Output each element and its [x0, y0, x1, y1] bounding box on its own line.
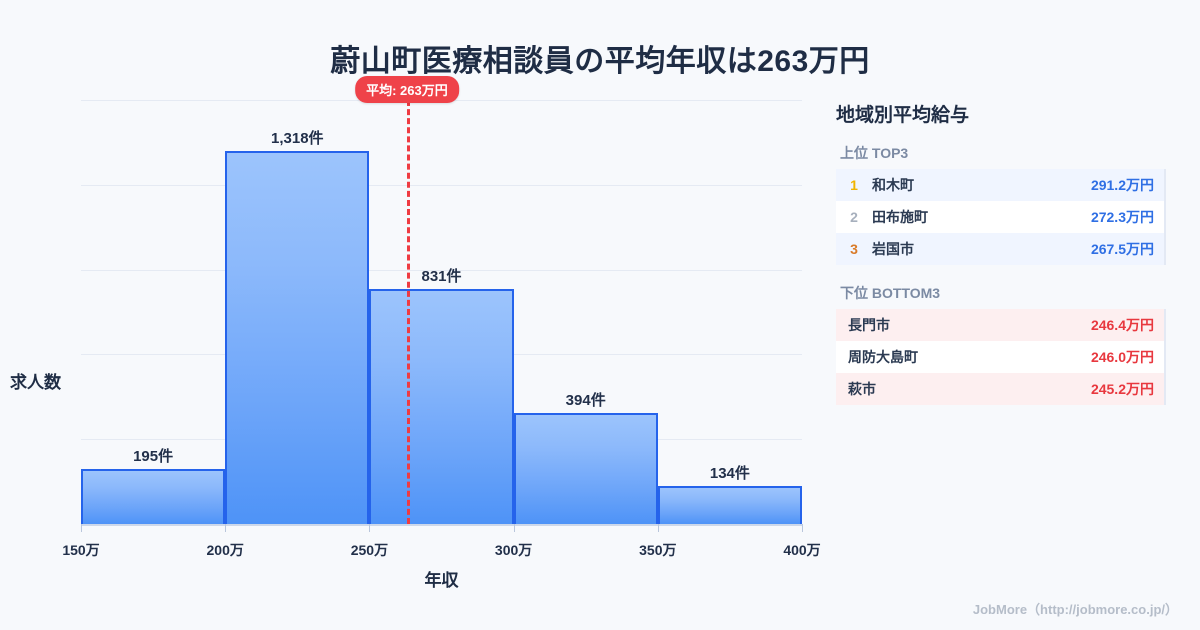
x-tick-label: 300万: [494, 542, 533, 558]
bar-value-label: 1,318件: [271, 130, 324, 148]
region-salary-value: 245.2万円: [1090, 381, 1154, 397]
bar-value-label: 195件: [133, 447, 174, 465]
panel-title: 地域別平均給与: [836, 105, 970, 126]
average-badge: 平均: 263万円: [355, 76, 459, 103]
gridline: [81, 184, 802, 186]
x-tick-label: 200万: [206, 542, 244, 558]
histogram-bar: [657, 486, 802, 524]
x-tick-mark: [802, 524, 803, 532]
region-name: 周防大島町: [848, 349, 918, 365]
region-salary-value: 246.4万円: [1090, 317, 1154, 333]
x-tick-mark: [369, 524, 371, 532]
plot-area: 195件 1,318件 831件 394件 134件 平均: 263万円 150万 200…: [62, 76, 821, 558]
bar-value-label: 134件: [709, 465, 750, 483]
average-dashed-line: [406, 100, 410, 524]
bottom3-row: 萩市 245.2万円: [836, 373, 1164, 405]
x-axis-line: [81, 524, 803, 526]
bottom3-table: 長門市 246.4万円周防大島町 246.0万円萩市 245.2万円: [836, 309, 1166, 405]
top3-row: 2 田布施町 272.3万円: [836, 201, 1164, 233]
x-tick-mark: [225, 524, 227, 532]
rank-number: 1: [850, 177, 858, 193]
region-name: 和木町: [872, 177, 914, 193]
histogram-bar: [225, 151, 370, 524]
rank-number: 3: [850, 241, 858, 257]
rank-number: 2: [850, 209, 858, 225]
bottom3-row: 長門市 246.4万円: [836, 309, 1164, 341]
x-tick-label: 150万: [62, 542, 100, 558]
footer-credit: JobMore（http://jobmore.co.jp/）: [972, 602, 1178, 617]
region-salary-value: 272.3万円: [1090, 209, 1154, 225]
top3-section-label: 上位 TOP3: [840, 145, 909, 161]
region-name: 田布施町: [872, 209, 928, 225]
x-tick-label: 250万: [350, 542, 389, 558]
bottom3-row: 周防大島町 246.0万円: [836, 341, 1164, 373]
region-salary-value: 291.2万円: [1090, 177, 1154, 193]
histogram-bar: [369, 289, 514, 524]
region-name: 岩国市: [872, 241, 914, 257]
bar-value-label: 394件: [565, 391, 606, 409]
top3-row: 1 和木町 291.2万円: [836, 169, 1164, 201]
gridline: [81, 269, 802, 271]
x-tick-label: 350万: [639, 542, 677, 558]
bar-value-label: 831件: [421, 268, 462, 286]
x-tick-mark: [657, 524, 659, 532]
histogram-chart: 求人数 195件 1,318件 831件 394件 134件 平均: 263万円 150…: [0, 76, 830, 590]
x-tick-mark: [81, 524, 82, 532]
top3-table: 1 和木町 291.2万円 2 田布施町 272.3万円 3 岩国市 267.5万円: [836, 169, 1166, 265]
histogram-bar: [513, 412, 658, 524]
bottom3-section-label: 下位 BOTTOM3: [840, 285, 941, 301]
x-axis-title: 年収: [424, 571, 459, 590]
region-name: 長門市: [848, 317, 890, 333]
x-tick-mark: [513, 524, 515, 532]
region-name: 萩市: [848, 381, 876, 397]
page-title: 蔚山町医療相談員の平均年収は263万円: [330, 45, 870, 78]
region-salary-value: 246.0万円: [1090, 349, 1154, 365]
x-tick-label: 400万: [783, 542, 821, 558]
regional-salary-panel: 地域別平均給与 上位 TOP3 1 和木町 291.2万円 2 田布施町 272.3万円 3…: [836, 100, 1166, 423]
histogram-bar: [81, 468, 226, 524]
y-axis-title: 求人数: [10, 373, 61, 392]
top3-row: 3 岩国市 267.5万円: [836, 233, 1164, 265]
region-salary-value: 267.5万円: [1090, 241, 1154, 257]
